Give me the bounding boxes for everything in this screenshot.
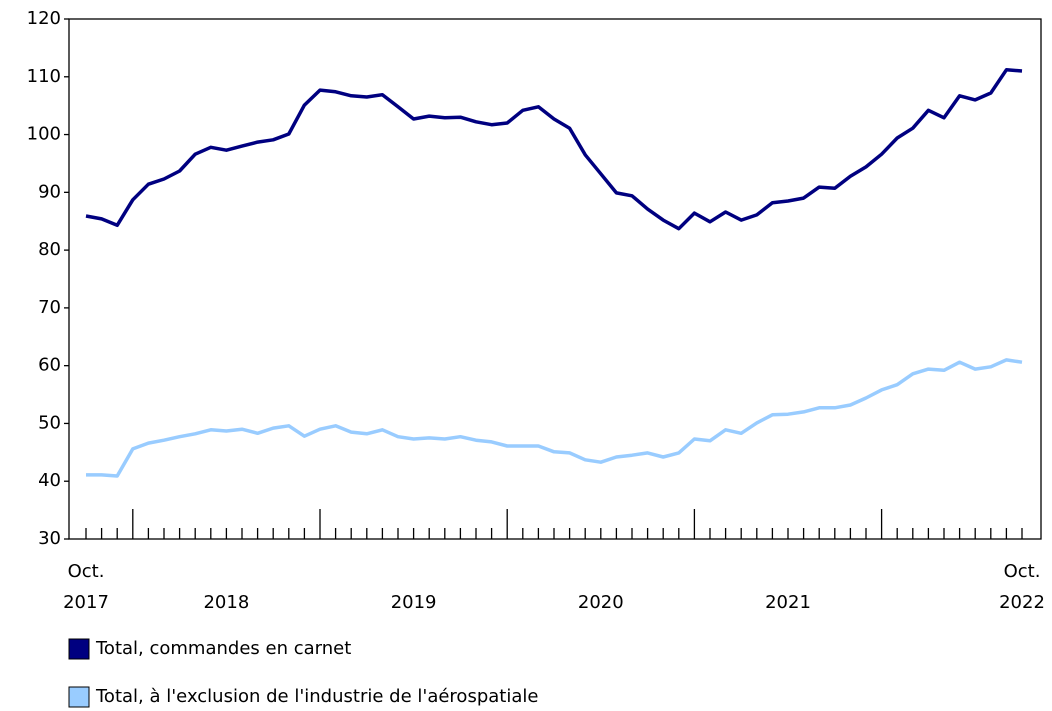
x-tick-label: 2021: [765, 592, 811, 613]
y-tick-label: 100: [27, 124, 61, 145]
legend-swatch: [68, 686, 90, 708]
line: [86, 358, 1023, 478]
y-tick-label: 90: [38, 181, 61, 202]
y-tick-label: 50: [38, 412, 61, 433]
x-tick-label: Oct. 2017: [63, 561, 109, 613]
y-tick-label: 80: [38, 239, 61, 260]
y-tick-label: 70: [38, 297, 61, 318]
legend-swatch: [68, 638, 90, 660]
y-tick-label: 40: [38, 470, 61, 491]
x-tick-label: 2019: [391, 592, 437, 613]
x-tick-label: 2018: [203, 592, 249, 613]
plot-frame: [68, 18, 1042, 540]
y-tick-label: 60: [38, 355, 61, 376]
x-tick-label: Oct. 2022: [999, 561, 1045, 613]
legend-label: Total, à l'exclusion de l'industrie de l…: [95, 686, 538, 707]
y-tick-label: 120: [27, 8, 61, 29]
x-tick-label: 2020: [578, 592, 624, 613]
legend-label: Total, commandes en carnet: [95, 638, 351, 659]
y-tick-label: 30: [38, 528, 61, 549]
y-tick-label: 110: [27, 66, 61, 87]
line: [85, 68, 1023, 231]
